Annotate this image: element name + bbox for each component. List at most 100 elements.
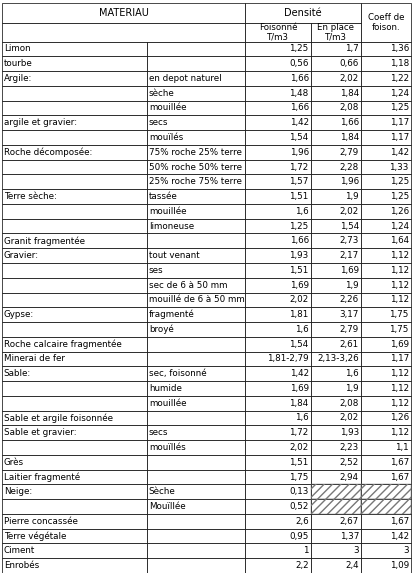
Text: 0,52: 0,52 (290, 502, 309, 511)
Bar (361, 529, 411, 543)
Text: Gypse:: Gypse: (4, 310, 34, 319)
Bar (361, 484, 411, 499)
Bar (361, 543, 411, 558)
Bar (361, 381, 411, 396)
Bar (2, 293, 147, 307)
Bar (311, 189, 361, 204)
Text: 2,2: 2,2 (295, 561, 309, 570)
Bar (311, 23, 361, 42)
Bar (245, 101, 311, 115)
Text: 1,67: 1,67 (389, 473, 409, 481)
Bar (245, 263, 311, 278)
Bar (245, 293, 311, 307)
Bar (2, 529, 147, 543)
Bar (311, 248, 361, 263)
Bar (245, 499, 311, 514)
Bar (2, 396, 147, 411)
Bar (245, 233, 311, 248)
Text: 1,17: 1,17 (389, 355, 409, 363)
Bar (147, 322, 245, 337)
Text: 1,24: 1,24 (390, 222, 409, 230)
Text: 2,08: 2,08 (339, 104, 359, 112)
Bar (311, 366, 361, 381)
Text: Foisonné
T/m3: Foisonné T/m3 (259, 22, 297, 42)
Text: 1,25: 1,25 (290, 45, 309, 53)
Text: 2,02: 2,02 (340, 414, 359, 422)
Text: 1,81-2,79: 1,81-2,79 (267, 355, 309, 363)
Bar (147, 543, 245, 558)
Bar (147, 86, 245, 101)
Bar (2, 352, 147, 366)
Text: 1,51: 1,51 (290, 192, 309, 201)
Bar (2, 204, 147, 219)
Bar (147, 499, 245, 514)
Bar (361, 160, 411, 174)
Text: 1,54: 1,54 (290, 340, 309, 349)
Text: Mouïllée: Mouïllée (149, 502, 185, 511)
Text: 1,7: 1,7 (345, 45, 359, 53)
Bar (361, 337, 411, 352)
Text: Argile:: Argile: (4, 74, 32, 83)
Bar (245, 514, 311, 529)
Bar (147, 71, 245, 86)
Bar (361, 3, 411, 42)
Text: 1,93: 1,93 (340, 428, 359, 437)
Text: fragmenté: fragmenté (149, 310, 195, 319)
Text: 2,73: 2,73 (339, 236, 359, 245)
Text: Densité: Densité (285, 8, 322, 18)
Text: mouillée: mouillée (149, 207, 186, 216)
Bar (2, 411, 147, 425)
Bar (311, 381, 361, 396)
Bar (311, 56, 361, 71)
Bar (2, 189, 147, 204)
Text: 1,48: 1,48 (290, 89, 309, 98)
Text: 1,42: 1,42 (390, 148, 409, 157)
Bar (147, 425, 245, 440)
Bar (311, 455, 361, 470)
Bar (147, 233, 245, 248)
Text: Sèche: Sèche (149, 487, 176, 496)
Bar (147, 381, 245, 396)
Bar (245, 558, 311, 573)
Text: 1,51: 1,51 (290, 458, 309, 467)
Bar (147, 189, 245, 204)
Bar (361, 42, 411, 56)
Text: mouïllés: mouïllés (149, 443, 185, 452)
Text: 1,12: 1,12 (390, 428, 409, 437)
Text: mouillée: mouillée (149, 399, 186, 408)
Text: 1,69: 1,69 (390, 340, 409, 349)
Bar (361, 484, 411, 499)
Bar (147, 278, 245, 293)
Text: 1,09: 1,09 (389, 561, 409, 570)
Bar (361, 219, 411, 233)
Text: 1,9: 1,9 (345, 384, 359, 393)
Bar (361, 101, 411, 115)
Text: 1,84: 1,84 (340, 89, 359, 98)
Text: tassée: tassée (149, 192, 178, 201)
Bar (361, 307, 411, 322)
Bar (311, 499, 361, 514)
Bar (147, 352, 245, 366)
Bar (361, 425, 411, 440)
Bar (2, 248, 147, 263)
Text: Enrobés: Enrobés (4, 561, 39, 570)
Text: mouillé de 6 à 50 mm: mouillé de 6 à 50 mm (149, 296, 244, 304)
Bar (147, 337, 245, 352)
Bar (147, 145, 245, 160)
Text: 3,17: 3,17 (339, 310, 359, 319)
Bar (147, 263, 245, 278)
Text: Roche calcaire fragmentée: Roche calcaire fragmentée (4, 339, 121, 349)
Text: 1,6: 1,6 (345, 369, 359, 378)
Bar (311, 101, 361, 115)
Text: 1,12: 1,12 (390, 251, 409, 260)
Bar (311, 293, 361, 307)
Bar (147, 366, 245, 381)
Text: 2,61: 2,61 (340, 340, 359, 349)
Text: 1,69: 1,69 (340, 266, 359, 275)
Bar (361, 130, 411, 145)
Text: sèche: sèche (149, 89, 175, 98)
Text: 1,1: 1,1 (395, 443, 409, 452)
Text: 1,42: 1,42 (290, 118, 309, 127)
Bar (361, 115, 411, 130)
Text: 2,28: 2,28 (340, 163, 359, 171)
